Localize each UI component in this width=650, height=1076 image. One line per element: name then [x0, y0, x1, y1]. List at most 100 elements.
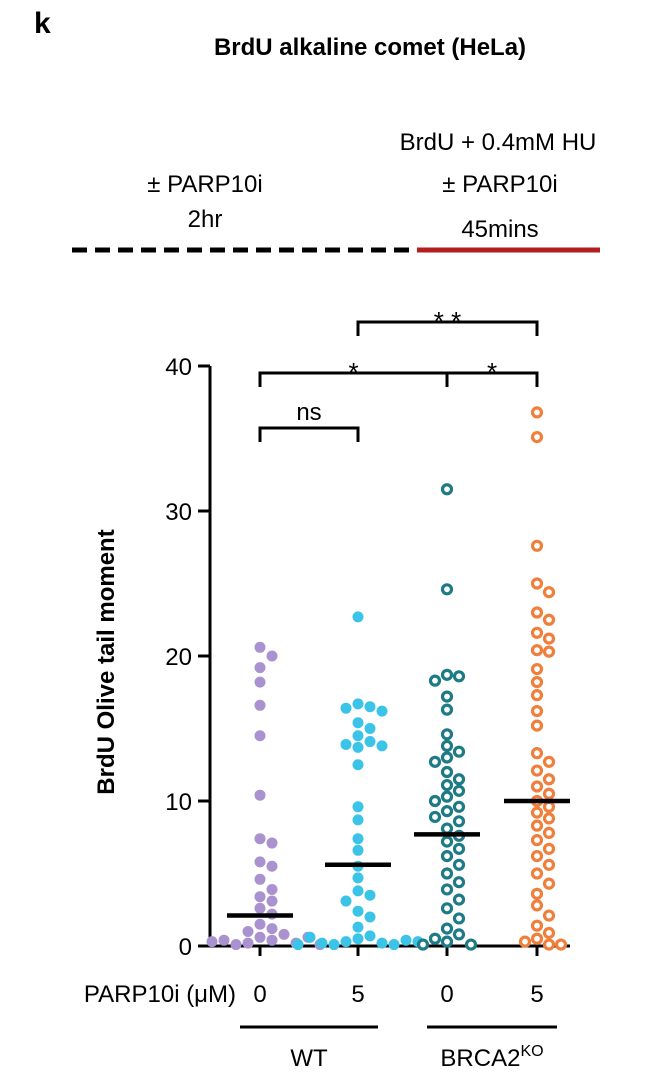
significance-label: *	[487, 357, 497, 387]
comparison-bracket	[258, 426, 360, 442]
data-point	[452, 858, 466, 871]
panel-letter: k	[34, 7, 51, 40]
data-point	[518, 935, 532, 948]
significance-label: ns	[296, 399, 321, 426]
mean-lines	[227, 798, 570, 918]
data-point	[254, 662, 266, 674]
treatment-timeline: ± PARP10i 2hr BrdU + 0.4mM HU ± PARP10i …	[72, 129, 600, 253]
data-point	[440, 690, 454, 703]
data-point	[440, 751, 454, 764]
data-point	[254, 833, 266, 845]
data-point	[530, 704, 544, 718]
data-point	[530, 606, 544, 619]
data-point	[428, 755, 442, 768]
data-point	[352, 885, 364, 897]
x-tick-label: 0	[253, 981, 266, 1008]
data-point	[376, 740, 388, 752]
data-point	[352, 833, 364, 845]
data-point	[452, 815, 466, 828]
y-tick-label: 0	[179, 934, 192, 961]
data-point	[530, 406, 544, 419]
data-point	[266, 934, 278, 946]
data-point	[218, 934, 230, 946]
data-point	[254, 676, 266, 688]
data-point	[440, 883, 454, 896]
data-point	[530, 644, 544, 657]
data-point	[428, 932, 442, 945]
y-tick-label: 10	[165, 789, 192, 816]
group-label-main: BRCA2	[440, 1045, 520, 1072]
data-point	[530, 764, 544, 777]
y-tick-label: 20	[165, 644, 192, 671]
data-point	[376, 937, 388, 949]
data-point	[542, 909, 556, 922]
data-point	[352, 844, 364, 856]
data-point	[364, 911, 376, 923]
x-tick-labels: 0 5 0 5	[253, 981, 543, 1008]
data-point	[352, 872, 364, 884]
data-point	[440, 922, 454, 935]
group-label-main: WT	[290, 1045, 328, 1072]
data-point	[388, 939, 400, 951]
x-tick-label: 5	[351, 981, 364, 1008]
data-points	[206, 406, 568, 951]
data-point	[554, 938, 568, 951]
data-point	[530, 577, 544, 590]
data-point	[452, 784, 466, 797]
data-point	[530, 430, 544, 444]
data-point	[206, 936, 218, 948]
significance-label: *	[348, 357, 358, 387]
data-point	[530, 867, 544, 880]
data-point	[428, 794, 442, 808]
data-point	[452, 800, 466, 813]
significance-label: * *	[434, 306, 461, 336]
data-point	[440, 668, 454, 681]
data-point	[440, 703, 454, 716]
data-point	[452, 773, 466, 786]
data-point	[440, 483, 454, 496]
data-point	[530, 887, 544, 900]
y-axis-label: BrdU Olive tail moment	[93, 529, 120, 794]
data-point	[352, 814, 364, 826]
data-point	[440, 902, 454, 915]
data-point	[352, 801, 364, 813]
data-point	[254, 789, 266, 801]
data-point	[452, 745, 466, 758]
data-point	[530, 539, 544, 552]
data-point	[266, 650, 278, 662]
data-point	[352, 698, 364, 710]
data-point	[440, 739, 454, 753]
data-point	[364, 701, 376, 713]
data-point	[530, 719, 544, 732]
data-point	[400, 934, 412, 946]
data-point	[416, 938, 430, 951]
chart-title: BrdU alkaline comet (HeLa)	[214, 34, 526, 61]
data-point	[542, 877, 556, 890]
data-point	[254, 641, 266, 653]
data-point	[530, 819, 544, 832]
data-point	[254, 730, 266, 742]
data-point	[352, 611, 364, 623]
data-point	[542, 926, 556, 940]
treatment-duration: 45mins	[461, 216, 538, 243]
data-point	[542, 938, 556, 951]
data-point	[254, 902, 266, 914]
data-point	[440, 583, 454, 596]
pretreatment-duration: 2hr	[188, 206, 223, 233]
data-point	[328, 939, 340, 951]
data-point	[352, 741, 364, 753]
group-label: WT	[290, 1045, 328, 1072]
data-point	[352, 730, 364, 742]
data-point	[440, 867, 454, 880]
treatment-label-line2: ± PARP10i	[442, 171, 557, 198]
data-point	[364, 723, 376, 734]
data-point	[242, 926, 254, 937]
data-point	[304, 931, 316, 943]
data-point	[452, 670, 466, 683]
data-point	[452, 842, 466, 855]
data-point	[542, 632, 556, 645]
data-point	[266, 895, 278, 907]
group-labels: WT BRCA2KO	[240, 1025, 557, 1072]
data-point	[530, 675, 544, 689]
